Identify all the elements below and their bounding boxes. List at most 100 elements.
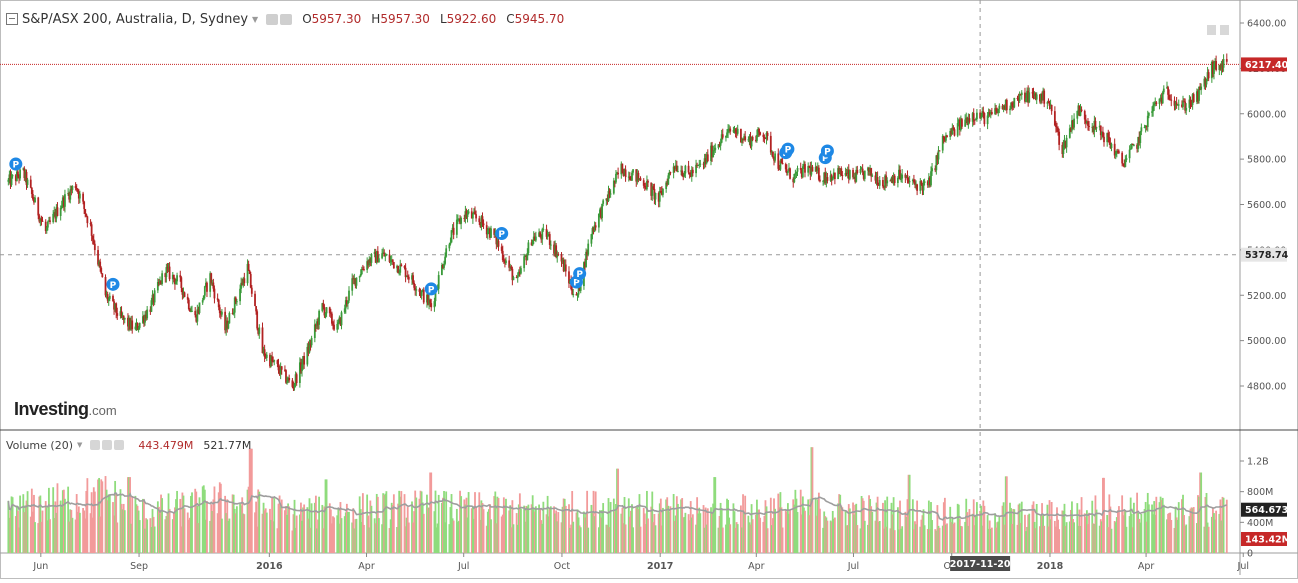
dividend-marker-icon[interactable]: P (820, 144, 834, 158)
candle-body (26, 179, 29, 185)
marker-badge[interactable] (9, 157, 23, 171)
volume-bar (510, 527, 513, 553)
volume-bar (355, 518, 358, 553)
volume-bar (829, 520, 832, 553)
candle-body (1042, 90, 1045, 101)
candle-body (427, 294, 429, 305)
candle-body (854, 176, 857, 182)
candle-body (25, 171, 28, 185)
volume-bar (1162, 504, 1165, 553)
volume-bar (719, 502, 722, 553)
volume-bar (781, 527, 784, 553)
candle-body (158, 282, 160, 284)
candle-body (986, 115, 989, 125)
candle-body (875, 177, 878, 181)
volume-bar (134, 495, 137, 553)
settings-icon[interactable] (280, 13, 293, 25)
candle-body (868, 167, 870, 172)
volume-bar (198, 497, 201, 553)
candle-body (34, 197, 36, 203)
candle-body (931, 168, 933, 172)
close-icon[interactable] (114, 440, 125, 450)
settings-icon[interactable] (102, 440, 113, 450)
volume-bar (1206, 522, 1209, 553)
candle-body (616, 172, 618, 174)
candle-body (889, 180, 892, 182)
visibility-icon[interactable] (266, 13, 279, 25)
candle-body (905, 175, 908, 178)
arrow-down-icon[interactable] (1207, 25, 1216, 35)
visibility-icon[interactable] (90, 440, 101, 450)
volume-bar (448, 524, 451, 553)
candle-body (369, 258, 372, 263)
y-tick-label: 5200.00 (1247, 291, 1286, 302)
dividend-marker-icon[interactable]: P (424, 282, 438, 296)
candle-body (451, 227, 454, 231)
candle-body (159, 280, 161, 284)
dividend-marker-icon[interactable]: P (106, 277, 120, 291)
candle-body (49, 220, 51, 223)
volume-bar (846, 525, 849, 553)
candle-body (487, 228, 490, 231)
volume-bar (793, 504, 796, 553)
marker-badge[interactable] (495, 226, 509, 240)
marker-badge[interactable] (781, 142, 795, 156)
volume-bar (52, 487, 55, 553)
candle-body (846, 169, 849, 174)
volume-bar (235, 506, 238, 553)
instrument-title[interactable]: S&P/ASX 200, Australia, D, Sydney (22, 11, 249, 27)
marker-badge[interactable] (106, 277, 120, 291)
arrow-up-icon[interactable] (1220, 25, 1229, 35)
candle-body (666, 182, 669, 185)
volume-bar (1220, 520, 1223, 553)
candle-body (211, 282, 214, 284)
volume-bar (1140, 513, 1143, 553)
volume-bar (194, 488, 197, 553)
volume-bar (412, 522, 414, 553)
candle-body (512, 276, 515, 281)
volume-bar (418, 498, 421, 553)
volume-bar (183, 508, 186, 553)
candle-body (804, 164, 806, 173)
candle-body (318, 310, 320, 325)
volume-title[interactable]: Volume (20) (6, 438, 73, 452)
dividend-marker-icon[interactable]: P (9, 157, 23, 171)
candle-body (1166, 87, 1168, 89)
collapse-icon[interactable] (6, 13, 18, 25)
candle-body (22, 168, 25, 170)
vol-tick-label: 400M (1247, 518, 1273, 529)
dividend-marker-icon[interactable]: P (781, 142, 795, 156)
candle-body (796, 168, 799, 172)
candle-body (749, 136, 752, 147)
volume-bar (141, 498, 144, 553)
volume-bar (390, 502, 393, 553)
volume-bar (493, 496, 496, 553)
candle-body (490, 228, 492, 238)
chevron-down-icon[interactable]: ▼ (252, 14, 259, 24)
candle-body (855, 169, 858, 182)
candle-body (46, 221, 49, 228)
marker-badge[interactable] (820, 144, 834, 158)
volume-bar (292, 514, 295, 553)
marker-badge[interactable] (573, 267, 587, 281)
volume-bar (227, 520, 230, 553)
marker-badge[interactable] (424, 282, 438, 296)
candle-body (91, 235, 94, 240)
candle-body (605, 198, 608, 201)
candle-body (1182, 101, 1184, 107)
candle-body (741, 139, 743, 143)
candle-body (971, 113, 974, 122)
dividend-marker-icon[interactable]: P (495, 226, 509, 240)
candle-body (541, 229, 544, 240)
volume-bar (1177, 502, 1180, 553)
dividend-marker-icon[interactable]: P (573, 267, 587, 281)
candle-body (339, 317, 342, 326)
volume-bar (22, 494, 25, 553)
volume-bar (911, 499, 914, 553)
chevron-down-icon[interactable]: ▼ (77, 441, 83, 449)
volume-bar (819, 508, 821, 553)
volume-bar (742, 494, 744, 553)
candle-body (950, 130, 953, 135)
candle-body (429, 299, 432, 304)
